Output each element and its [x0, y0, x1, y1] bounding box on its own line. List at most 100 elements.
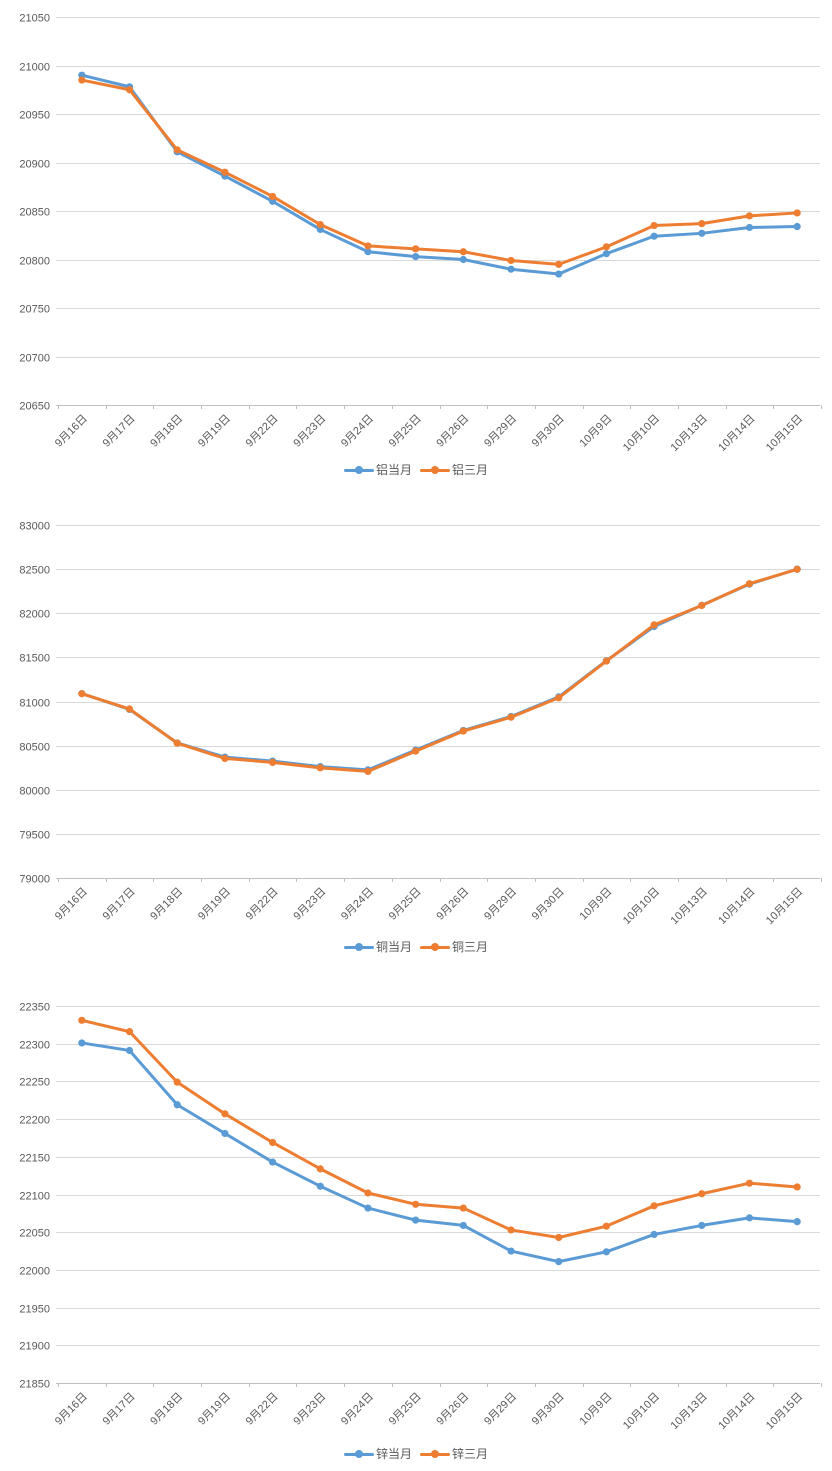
x-axis-tick-label: 9月24日 [339, 886, 376, 923]
series-0-data-point [316, 1182, 324, 1190]
x-axis-tick-label: 9月25日 [387, 886, 424, 923]
x-axis-tick-label: 9月16日 [53, 1391, 90, 1428]
series-1-data-point [173, 146, 181, 154]
x-axis-tick-label: 10月10日 [621, 886, 662, 927]
legend-line-marker-icon [420, 465, 450, 475]
series-1-data-point [78, 690, 86, 698]
x-axis-tick-label: 9月22日 [244, 1391, 281, 1428]
series-1-data-point [268, 1138, 277, 1147]
legend-item-series-0: 铝当月 [343, 461, 412, 479]
series-0-data-point [221, 1129, 229, 1138]
series-1-data-point [555, 694, 563, 702]
series-0-data-point [698, 1221, 706, 1230]
series-0-data-point [602, 1248, 611, 1256]
series-0-data-point [602, 250, 611, 258]
y-axis-tick-label: 22350 [19, 1002, 50, 1014]
series-1-data-point [221, 168, 229, 176]
x-axis-tick-label: 10月15日 [764, 413, 805, 454]
x-axis-tick-label: 9月29日 [482, 886, 519, 923]
series-0-data-point [793, 222, 801, 231]
series-0-data-point [793, 1218, 801, 1226]
y-axis-tick-label: 20900 [19, 159, 50, 171]
series-1-data-point [173, 739, 181, 747]
series-0-data-point [412, 1216, 420, 1224]
y-axis-tick-label: 20750 [19, 304, 50, 316]
series-0-data-point [173, 1101, 181, 1109]
x-axis-tick-label: 9月18日 [148, 1391, 185, 1428]
series-0-data-point [745, 1214, 754, 1222]
x-axis-tick-label: 9月29日 [482, 413, 519, 450]
series-1-data-point [602, 1222, 611, 1230]
y-axis-tick-label: 81000 [19, 698, 50, 710]
y-axis-tick-label: 21000 [19, 62, 50, 74]
series-1-data-point [412, 747, 420, 755]
y-axis-tick-label: 79000 [19, 874, 50, 886]
series-1-data-point [412, 245, 420, 253]
x-axis-tick-label: 9月23日 [291, 1391, 328, 1428]
y-axis-tick-label: 22250 [19, 1077, 50, 1089]
series-1-data-point [364, 767, 372, 775]
series-0-data-point [364, 1204, 372, 1212]
series-1-data-point [507, 713, 515, 721]
x-axis-tick-label: 9月30日 [530, 413, 567, 450]
series-0-data-point [364, 248, 372, 256]
series-0-data-point [507, 1247, 515, 1255]
x-axis-tick-label: 10月10日 [621, 413, 662, 454]
series-0-data-point [650, 1230, 658, 1239]
series-0-data-point [555, 1258, 563, 1266]
series-1-data-point [364, 1189, 372, 1197]
series-1-data-point [698, 220, 706, 228]
series-1-data-point [507, 1226, 515, 1234]
series-0-data-point [745, 223, 754, 232]
legend-item-series-0: 锌当月 [343, 1445, 412, 1463]
legend-line-marker-icon [343, 942, 374, 952]
y-axis-tick-label: 20950 [19, 110, 50, 122]
series-0-data-point [412, 252, 420, 261]
x-axis-tick-label: 10月14日 [716, 413, 757, 454]
zinc-price-chart: 22350 22300 22250 22200 22150 22100 22050 22000… [0, 985, 832, 1471]
x-axis-tick-label: 9月26日 [434, 886, 471, 923]
y-axis-tick-label: 22050 [19, 1228, 50, 1240]
x-axis-tick-label: 9月18日 [148, 413, 185, 450]
series-1-data-point [555, 260, 563, 268]
x-axis-tick-label: 9月16日 [53, 413, 90, 450]
series-0-data-point [507, 265, 515, 273]
y-axis-tick-label: 82500 [19, 565, 50, 577]
series-1-data-point [602, 243, 611, 251]
series-1-data-point [78, 76, 86, 84]
y-axis-tick-label: 82000 [19, 609, 50, 621]
zinc-plot-area: 22350 22300 22250 22200 22150 22100 22050 22000… [19, 1002, 822, 1432]
x-axis-tick-label: 9月19日 [196, 886, 233, 923]
x-axis-tick-label: 9月23日 [291, 413, 328, 450]
series-0-data-point [650, 232, 658, 240]
x-axis-tick-label: 9月25日 [387, 1391, 424, 1428]
series-1-data-point [793, 1183, 801, 1191]
legend-item-series-1: 铝三月 [420, 461, 488, 479]
y-axis-tick-label: 79500 [19, 830, 50, 842]
legend-line-marker-icon [343, 1449, 374, 1459]
series-1-data-point [459, 727, 467, 735]
x-axis-tick-label: 9月17日 [101, 413, 138, 450]
x-axis-tick-label: 10月13日 [669, 1391, 710, 1432]
y-axis-tick-label: 22000 [19, 1266, 50, 1278]
series-1-data-point [125, 86, 134, 94]
x-axis-tick-label: 9月22日 [244, 886, 281, 923]
series-1-data-point [221, 1110, 229, 1118]
y-axis-tick-label: 22150 [19, 1153, 50, 1165]
series-1-data-point [173, 1078, 181, 1086]
legend-line-marker-icon [420, 1449, 450, 1459]
series-1-data-point [650, 621, 658, 629]
series-0-line [80, 73, 799, 276]
x-axis-tick-label: 9月30日 [530, 1391, 567, 1428]
legend-label: 铝三月 [452, 463, 489, 477]
legend-line-marker-icon [343, 465, 374, 475]
x-axis-tick-label: 10月13日 [669, 413, 710, 454]
x-axis-tick-label: 9月29日 [482, 1391, 519, 1428]
series-1-data-point [602, 657, 611, 665]
series-1-data-point [698, 1190, 706, 1198]
x-axis-tick-label: 10月9日 [578, 1391, 615, 1428]
x-axis-tick-label: 9月17日 [101, 886, 138, 923]
y-axis-tick-label: 21900 [19, 1341, 50, 1353]
legend-label: 铜三月 [452, 940, 489, 954]
y-axis-tick-label: 21850 [19, 1379, 50, 1391]
